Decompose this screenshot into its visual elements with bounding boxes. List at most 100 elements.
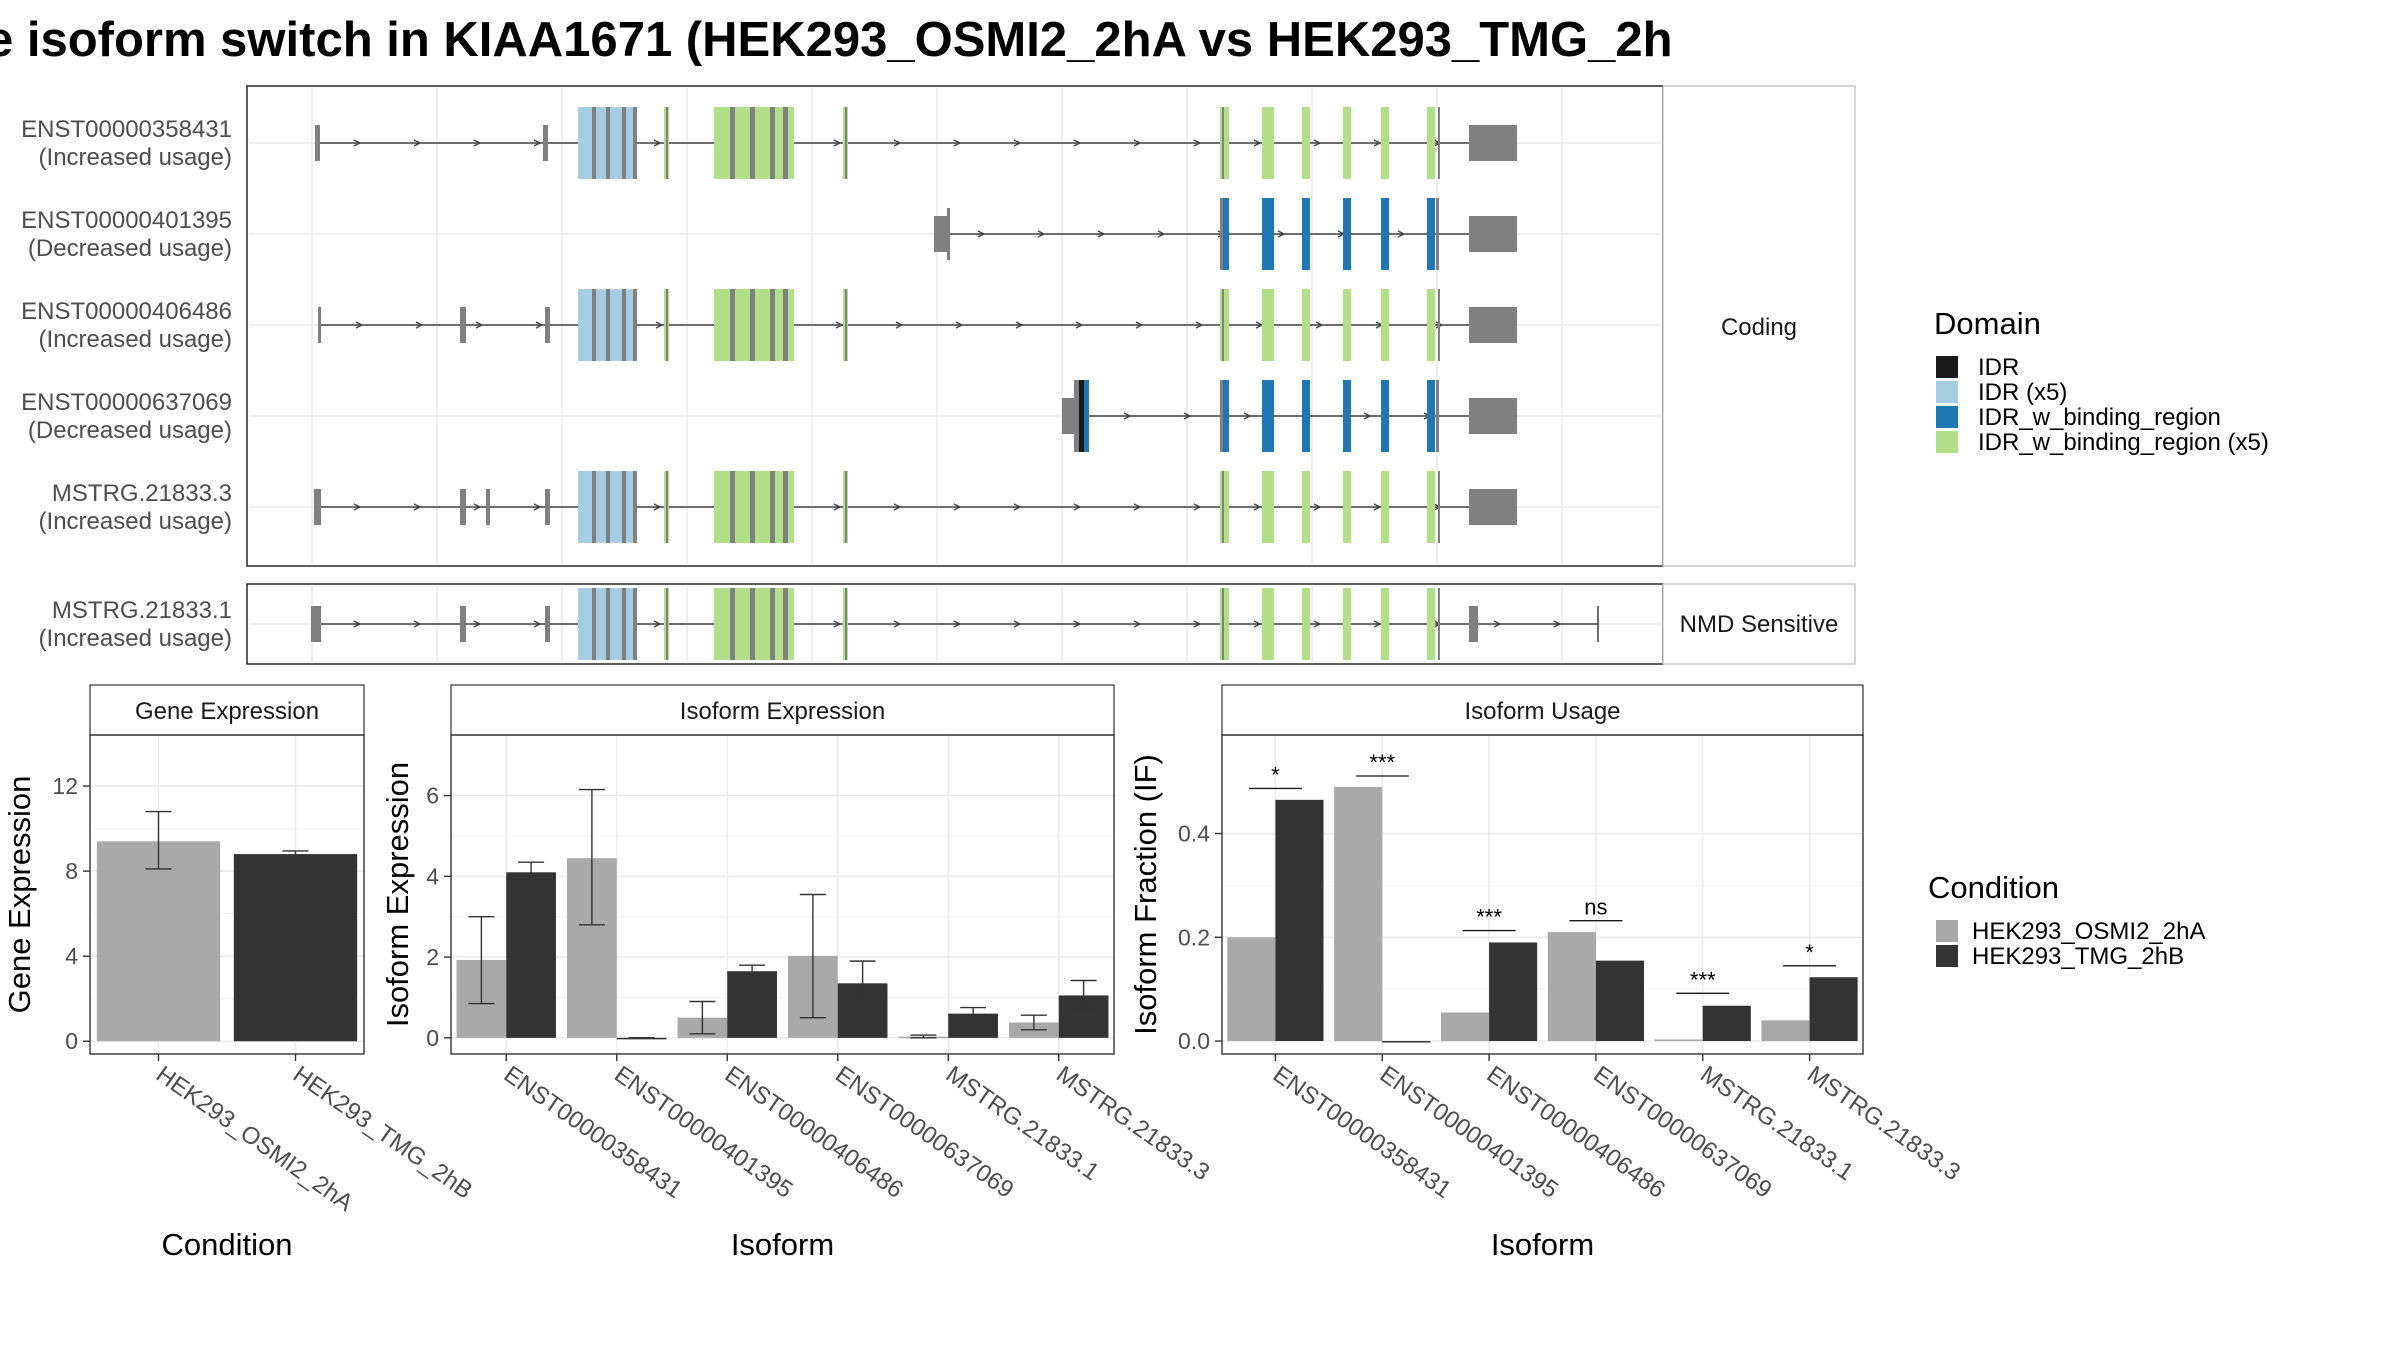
intron-arrow bbox=[1373, 503, 1382, 511]
transcript-structure-6 bbox=[311, 588, 1599, 660]
exon-stripe bbox=[770, 471, 775, 543]
exon-stripe bbox=[592, 107, 596, 179]
intron-arrow bbox=[1373, 139, 1382, 147]
domain-legend-swatch bbox=[1936, 406, 1958, 428]
exon-edge bbox=[1438, 471, 1440, 543]
isoform-expression-chart: Isoform Expression0246ENST00000358431ENS… bbox=[380, 684, 1214, 1262]
intron-arrow bbox=[533, 620, 542, 628]
domain-legend-swatch bbox=[1936, 356, 1958, 378]
domain-legend-title: Domain bbox=[1934, 306, 2041, 341]
intron-arrow bbox=[1315, 321, 1324, 329]
idr-binding-x5-domain bbox=[1302, 107, 1310, 179]
idr-binding-x5-domain bbox=[1262, 471, 1274, 543]
exon-edge bbox=[845, 588, 847, 660]
bar bbox=[1334, 786, 1383, 1042]
exon bbox=[314, 489, 321, 525]
exon-edge bbox=[1222, 289, 1224, 361]
x-tick-label: ENST00000406486 bbox=[720, 1061, 908, 1204]
exon bbox=[1062, 398, 1076, 434]
y-axis-label: Gene Expression bbox=[2, 776, 37, 1014]
intron-arrow bbox=[353, 139, 362, 147]
intron-arrow bbox=[953, 503, 962, 511]
idr-binding-domain bbox=[1427, 198, 1435, 270]
idr-binding-x5-domain bbox=[1262, 588, 1274, 660]
intron-arrow bbox=[1243, 412, 1252, 420]
idr-binding-domain bbox=[1343, 380, 1351, 452]
utr-exon bbox=[1469, 216, 1517, 252]
exon-edge bbox=[666, 289, 668, 361]
idr-binding-domain bbox=[1302, 380, 1310, 452]
exon-edge bbox=[1222, 588, 1224, 660]
exon-stripe bbox=[730, 588, 735, 660]
intron-arrow bbox=[355, 321, 364, 329]
utr-exon bbox=[1469, 307, 1517, 343]
exon-stripe bbox=[783, 107, 788, 179]
exon-stripe bbox=[633, 107, 637, 179]
idr-binding-x5-domain bbox=[1220, 107, 1229, 179]
intron-arrow bbox=[1133, 139, 1142, 147]
intron-arrow bbox=[1073, 620, 1082, 628]
idr-binding-x5-domain bbox=[1381, 471, 1389, 543]
intron-arrow bbox=[475, 321, 484, 329]
exon-stripe bbox=[622, 289, 626, 361]
intron-arrow bbox=[1037, 230, 1046, 238]
y-tick-label: 2 bbox=[426, 944, 439, 970]
y-tick-label: 0.0 bbox=[1178, 1028, 1210, 1054]
intron-arrow bbox=[1195, 321, 1204, 329]
intron-arrow bbox=[953, 620, 962, 628]
exon bbox=[460, 307, 466, 343]
exon bbox=[545, 307, 550, 343]
utr-exon bbox=[1469, 125, 1517, 161]
exon-edge bbox=[845, 289, 847, 361]
x-tick-label: ENST00000401395 bbox=[1375, 1061, 1563, 1204]
idr-binding-domain bbox=[1427, 380, 1435, 452]
bar bbox=[96, 841, 221, 1042]
intron-arrow bbox=[953, 139, 962, 147]
intron-arrow bbox=[893, 503, 902, 511]
idr-binding-x5-domain bbox=[1220, 588, 1229, 660]
bar bbox=[727, 971, 777, 1038]
idr-binding-x5-domain bbox=[1302, 471, 1310, 543]
intron-arrow bbox=[1013, 620, 1022, 628]
intron-arrow bbox=[653, 503, 662, 511]
utr-exon bbox=[1469, 398, 1517, 434]
exon-stripe bbox=[730, 289, 735, 361]
exon-edge bbox=[845, 471, 847, 543]
x-tick-label: ENST00000637069 bbox=[830, 1061, 1018, 1204]
intron-arrow bbox=[1253, 620, 1262, 628]
exon-stripe bbox=[633, 588, 637, 660]
exon bbox=[460, 606, 466, 642]
intron-arrow bbox=[1553, 620, 1562, 628]
bar bbox=[1809, 977, 1858, 1042]
intron-arrow bbox=[1277, 230, 1286, 238]
intron-arrow bbox=[1183, 412, 1192, 420]
x-tick-label: ENST00000358431 bbox=[499, 1061, 687, 1204]
exon-stripe bbox=[730, 107, 735, 179]
utr-exon bbox=[1469, 606, 1478, 642]
idr-binding-x5-domain bbox=[1220, 289, 1229, 361]
utr-exon bbox=[1469, 489, 1517, 525]
exon-stripe bbox=[592, 588, 596, 660]
intron-arrow bbox=[833, 503, 842, 511]
y-tick-label: 4 bbox=[65, 943, 78, 969]
intron-arrow bbox=[533, 503, 542, 511]
idr-binding-x5-domain bbox=[1343, 289, 1351, 361]
intron-arrow bbox=[473, 139, 482, 147]
significance-label: *** bbox=[1369, 750, 1395, 775]
bar bbox=[1275, 799, 1324, 1042]
transcript-id-label: ENST00000401395 bbox=[21, 207, 232, 234]
idr-binding-x5-domain bbox=[1381, 289, 1389, 361]
exon-edge bbox=[666, 471, 668, 543]
significance-label: * bbox=[1271, 762, 1280, 787]
exon bbox=[311, 606, 321, 642]
chart-strip bbox=[89, 684, 365, 736]
domain-legend-label: IDR_w_binding_region (x5) bbox=[1978, 429, 2269, 456]
exon-edge bbox=[1438, 289, 1440, 361]
x-tick-label: ENST00000401395 bbox=[609, 1061, 797, 1204]
exon bbox=[947, 208, 950, 260]
exon bbox=[315, 125, 320, 161]
bar bbox=[1702, 1005, 1751, 1042]
exon-stripe bbox=[606, 588, 610, 660]
